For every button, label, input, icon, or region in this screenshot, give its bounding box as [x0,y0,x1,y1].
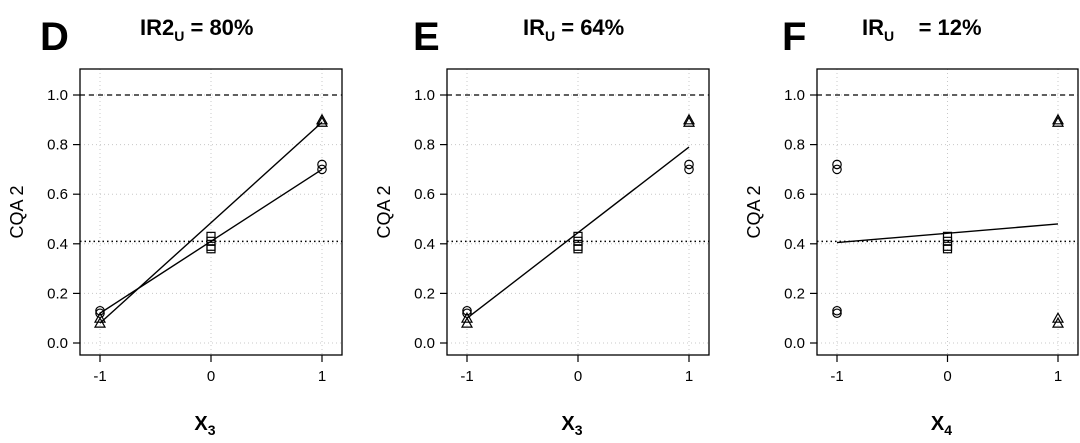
data-point-triangle [1051,311,1065,323]
x-tick-label: -1 [830,368,843,385]
y-tick-label: 0.4 [784,236,805,253]
x-tick-label: 0 [574,368,582,385]
title-main: IR [523,15,545,40]
plot-frame [79,68,343,356]
data-point-square [573,231,583,241]
chart-title: IRU = 64% [523,15,624,44]
title-value: = 12% [894,15,981,40]
chart-panel-e: E IRU = 64% 0.0 0.2 0.4 0.6 0.8 1.0 -1 0 1 CQA 2 X3 [374,15,710,438]
data-point-circle [832,159,842,170]
data-point-circle [832,164,842,175]
x-label-main: X [194,413,208,435]
y-tick-label: 0.6 [784,186,805,203]
y-tick-label: 0.8 [47,137,68,154]
x-tick-label: 1 [318,368,326,385]
y-tick-label: 0.8 [414,137,435,154]
y-tick-label: 0.0 [784,335,805,352]
y-tick-label: 0.4 [414,236,435,253]
title-value: = 64% [555,15,624,40]
chart-panel-f: F IRU = 12% 0.0 0.2 0.4 0.6 0.8 1.0 -1 0 1 CQA 2 X4 [744,15,1079,438]
title-value: = 80% [184,15,253,40]
chart-panel-d: D IR2U = 80% 0.0 0.2 0.4 0.6 0.8 1.0 -1 0 1 CQA 2 X3 [7,15,343,438]
regression-line [99,168,323,314]
x-tick-label: -1 [460,368,473,385]
x-tick-label: 0 [207,368,215,385]
y-tick-label: 0.8 [784,137,805,154]
panel-letter: F [782,15,806,59]
y-tick-label: 0.0 [47,335,68,352]
x-label-main: X [931,413,945,435]
chart-title: IRU = 12% [862,15,982,44]
data-point-square [206,231,216,241]
data-point-triangle [1051,113,1065,125]
data-point-triangle [460,316,474,328]
data-point-circle [832,305,842,316]
data-point-circle [317,164,327,175]
x-axis-label: X3 [561,413,582,438]
title-main: IR2 [140,15,174,40]
data-point-square [206,244,216,254]
x-tick-label: 0 [943,368,951,385]
data-point-circle [684,159,694,170]
data-point-triangle [93,311,107,323]
title-main: IR [862,15,884,40]
y-tick-label: 0.2 [784,285,805,302]
x-label-main: X [561,413,575,435]
title-subscript: U [174,28,184,44]
data-point-circle [95,305,105,316]
x-tick-label: -1 [93,368,106,385]
data-point-square [942,244,953,254]
data-point-triangle [460,311,474,323]
regression-line [836,223,1059,244]
y-tick-label: 0.6 [47,186,68,203]
data-point-circle [317,159,327,170]
y-tick-label: 1.0 [414,87,435,104]
plot-frame [446,68,710,356]
plot-frame [816,68,1079,356]
x-tick-label: 1 [685,368,693,385]
data-point-triangle [315,116,329,127]
data-point-triangle [315,113,329,125]
data-point-triangle [93,316,107,328]
y-tick-label: 0.6 [414,186,435,203]
data-point-circle [462,305,472,316]
panel-letter: E [413,15,440,59]
data-point-triangle [682,116,696,127]
data-point-triangle [1051,116,1065,127]
x-axis-label: X3 [194,413,215,438]
data-point-triangle [1051,316,1065,328]
x-label-subscript: 3 [208,422,216,438]
panel-letter: D [40,15,69,59]
y-axis-label: CQA 2 [7,185,27,238]
data-point-square [942,231,953,241]
y-tick-label: 1.0 [47,87,68,104]
data-point-square [573,244,583,254]
y-tick-label: 1.0 [784,87,805,104]
y-axis-label: CQA 2 [744,185,764,238]
y-tick-label: 0.2 [47,285,68,302]
x-label-subscript: 4 [944,422,952,438]
data-point-triangle [682,113,696,125]
y-axis-label: CQA 2 [374,185,394,238]
y-tick-label: 0.4 [47,236,68,253]
x-axis-label: X4 [931,413,952,438]
data-point-circle [684,164,694,175]
title-subscript: U [884,28,894,44]
title-subscript: U [545,28,555,44]
y-tick-label: 0.2 [414,285,435,302]
chart-title: IR2U = 80% [140,15,253,44]
x-label-subscript: 3 [575,422,583,438]
y-tick-label: 0.0 [414,335,435,352]
data-point-circle [832,308,842,319]
x-tick-label: 1 [1054,368,1062,385]
